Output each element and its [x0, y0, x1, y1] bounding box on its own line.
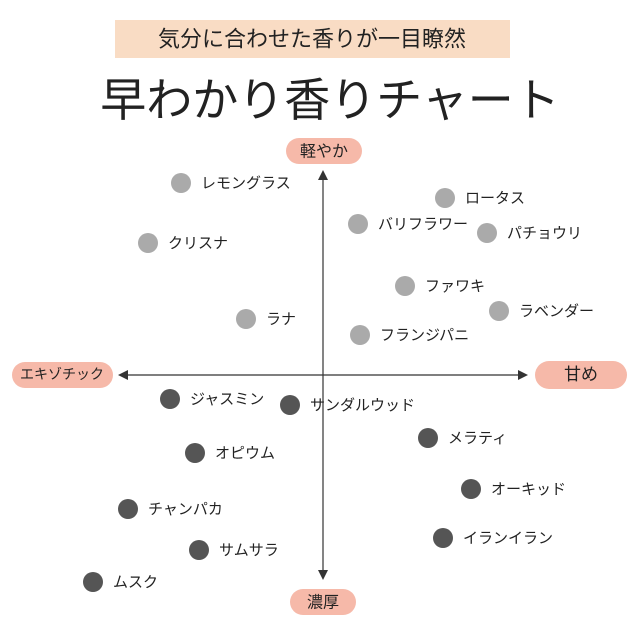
node-label: パチョウリ: [507, 224, 582, 242]
node-label: ラナ: [266, 310, 296, 328]
axis-pill: [535, 361, 627, 389]
node-dot: [185, 443, 205, 463]
node-dot: [435, 188, 455, 208]
subtitle-banner: [115, 20, 510, 58]
node-label: ラベンダー: [519, 302, 594, 320]
axis-label-top: 軽やか: [300, 142, 348, 161]
node-dot: [489, 301, 509, 321]
node-dot: [433, 528, 453, 548]
node-dot: [160, 389, 180, 409]
node-label: ムスク: [113, 573, 158, 591]
node-dot: [171, 173, 191, 193]
node-label: イランイラン: [463, 529, 553, 547]
node-dot: [350, 325, 370, 345]
node-label: ロータス: [465, 189, 525, 207]
axis-label-left: エキゾチック: [20, 367, 104, 383]
node-dot: [418, 428, 438, 448]
node-label: オーキッド: [491, 480, 566, 498]
node-dot: [236, 309, 256, 329]
node-label: メラティ: [448, 429, 507, 447]
node-dot: [118, 499, 138, 519]
title: 早わかり香りチャート: [100, 73, 560, 127]
node-label: ジャスミン: [190, 390, 264, 408]
axis-label-right: 甘め: [564, 365, 598, 385]
axis-pill: [12, 362, 113, 388]
node-label: オピウム: [215, 444, 275, 462]
node-label: フランジパニ: [380, 326, 469, 344]
node-label: ファワキ: [425, 277, 485, 295]
node-dot: [189, 540, 209, 560]
node-label: サムサラ: [219, 541, 279, 559]
node-label: レモングラス: [201, 174, 291, 192]
node-label: チャンパカ: [148, 500, 223, 518]
node-dot: [348, 214, 368, 234]
node-dot: [280, 395, 300, 415]
subtitle: 気分に合わせた香りが一目瞭然: [158, 28, 466, 53]
axis-label-bottom: 濃厚: [307, 593, 339, 612]
nodes: レモングラスロータスバリフラワーパチョウリクリスナファワキラベンダー ラナフランジ…: [83, 173, 594, 592]
node-label: クリスナ: [168, 234, 228, 252]
node-label: サンダルウッド: [310, 396, 415, 414]
axis-pill: [290, 589, 356, 615]
node-dot: [83, 572, 103, 592]
node-label: バリフラワー: [378, 215, 468, 233]
node-dot: [477, 223, 497, 243]
node-dot: [138, 233, 158, 253]
node-dot: [461, 479, 481, 499]
node-dot: [395, 276, 415, 296]
axis-pill: [286, 138, 362, 164]
